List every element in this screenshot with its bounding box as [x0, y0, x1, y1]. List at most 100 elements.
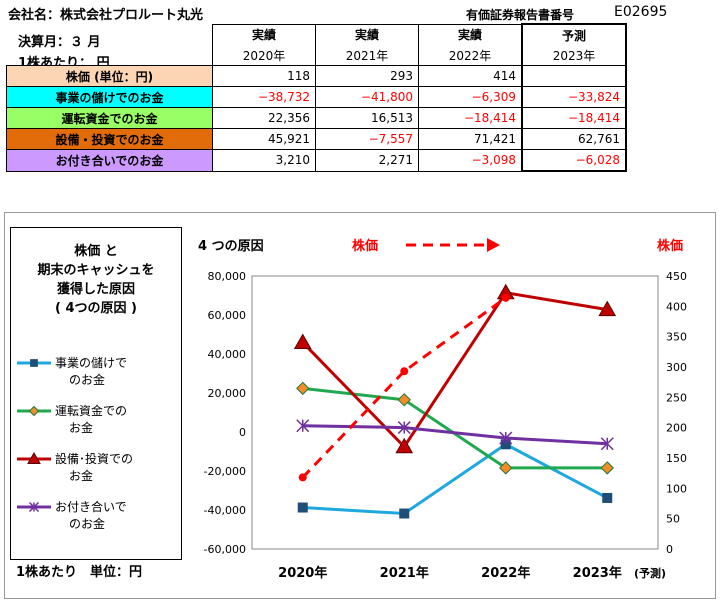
status-2021: 実績 [315, 23, 419, 45]
table-row: 事業の儲けでのお金 −38,732 −41,800 −6,309 −33,824 [6, 86, 627, 108]
chart-title: 4 つの原因 [198, 239, 264, 254]
series-line [301, 291, 608, 450]
legend-title: 株価 と 期末のキャッシュを 獲得した原因 ( 4つの原因 ) [11, 242, 181, 318]
report-code: E02695 [614, 4, 668, 20]
y-tick-label: 20,000 [208, 387, 247, 400]
status-2020: 実績 [212, 23, 316, 45]
legend-swatch [17, 452, 51, 464]
legend-item-label: 設備･投資での [55, 452, 134, 466]
legend-item: 運転資金での お金 [17, 402, 177, 442]
company-name: 会社名：株式会社プロルート丸光 [8, 8, 204, 23]
legend-item-label: 事業の儲けで [55, 356, 128, 370]
legend-swatch [17, 405, 51, 417]
table-row: 設備・投資でのお金 45,921 −7,557 71,421 62,761 [6, 128, 627, 150]
year-2023: 2023年 [521, 45, 627, 66]
table-header-year-row: 2020年 2021年 2022年 2023年 [7, 45, 627, 66]
data-point [501, 293, 510, 302]
data-point [499, 431, 513, 445]
y-tick-label: -40,000 [204, 504, 246, 517]
table-cell: 118 [212, 65, 316, 87]
cashflow-table: 実績 実績 実績 予測 2020年 2021年 2022年 2023年 株価 (… [6, 23, 627, 172]
unit-note: 1株あたり 単位：円 [16, 565, 143, 580]
row-label: お付き合いでのお金 [6, 149, 213, 172]
y2-tick-label: 400 [666, 300, 687, 313]
table-cell: 62,761 [521, 128, 627, 150]
legend-title-line: 株価 と [74, 244, 118, 259]
legend-item-label: お金 [69, 469, 94, 483]
fiscal-month: 決算月：３ 月 [18, 35, 101, 50]
y-tick-label: 80,000 [208, 270, 247, 283]
table-cell: 2,271 [315, 149, 419, 172]
data-point [293, 333, 312, 349]
data-point [395, 437, 414, 454]
y2-tick-label: 0 [666, 543, 673, 556]
data-point [397, 393, 411, 407]
y-tick-label: 40,000 [208, 348, 247, 361]
forecast-note: (予測) [634, 566, 666, 580]
y2-tick-label: 450 [666, 270, 687, 283]
table-cell: 22,356 [212, 107, 316, 129]
series-line [301, 296, 507, 479]
legend-item-label: のお金 [69, 517, 106, 531]
data-point [296, 419, 310, 433]
legend-swatch [17, 359, 51, 367]
data-point [598, 300, 617, 317]
data-point [400, 367, 409, 376]
table-cell: −7,557 [315, 128, 419, 150]
year-2021: 2021年 [315, 45, 419, 66]
legend-title-line: ( 4つの原因 ) [55, 301, 137, 316]
table-cell: −6,309 [418, 86, 523, 108]
data-point [499, 461, 513, 475]
y2-tick-label: 100 [666, 482, 687, 495]
x-tick-label: 2022年 [481, 565, 530, 581]
table-header-status-row: 実績 実績 実績 予測 [7, 23, 627, 45]
plot-area [251, 275, 659, 550]
data-point [602, 492, 613, 503]
data-point [399, 508, 410, 519]
y2-tick-label: 350 [666, 331, 687, 344]
row-label: 事業の儲けでのお金 [6, 86, 213, 108]
table-row: 株価 (単位：円) 118 293 414 [6, 65, 627, 87]
data-point [297, 502, 308, 513]
legend-title-line: 獲得した原因 [56, 282, 135, 297]
chart-frame [4, 212, 716, 599]
legend-box: 株価 と 期末のキャッシュを 獲得した原因 ( 4つの原因 ) 事業の儲けで のお… [10, 227, 182, 560]
row-label: 運転資金でのお金 [6, 107, 213, 129]
row-label: 設備・投資でのお金 [6, 128, 213, 150]
data-point [600, 437, 614, 451]
x-tick-label: 2021年 [380, 565, 429, 581]
data-point [298, 473, 307, 482]
table-row: お付き合いでのお金 3,210 2,271 −3,098 −6,028 [6, 149, 627, 172]
y-tick-label: 0 [239, 426, 246, 439]
y-tick-label: -20,000 [204, 465, 246, 478]
data-point [397, 421, 411, 435]
series-line [302, 442, 608, 516]
legend-item: 事業の儲けで のお金 [17, 354, 177, 394]
year-2020: 2020年 [212, 45, 316, 66]
y2-tick-label: 150 [666, 452, 687, 465]
year-2022: 2022年 [418, 45, 523, 66]
table-cell: 3,210 [212, 149, 316, 172]
series-line [302, 424, 608, 446]
y-tick-label: 60,000 [208, 309, 247, 322]
legend-item-label: お付き合いで [55, 500, 127, 514]
legend-item: お付き合いでのお金 [17, 498, 177, 538]
y2-tick-label: 250 [666, 391, 687, 404]
y2-tick-label: 50 [666, 513, 680, 526]
table-cell: 16,513 [315, 107, 419, 129]
right-axis-label: 株価 [657, 238, 683, 254]
legend-item-label: 運転資金での [55, 404, 128, 418]
data-point [296, 381, 310, 396]
y2-tick-label: 200 [666, 422, 687, 435]
table-row: 運転資金でのお金 22,356 16,513 −18,414 −18,414 [6, 107, 627, 129]
table-cell: 45,921 [212, 128, 316, 150]
stock-price-label: 株価 [352, 238, 378, 254]
y-tick-label: -60,000 [204, 543, 246, 556]
x-tick-label: 2020年 [278, 565, 327, 581]
legend-item: 設備･投資でのお金 [17, 450, 177, 490]
row-label: 株価 (単位：円) [6, 65, 213, 87]
data-point [600, 461, 614, 475]
table-cell: −3,098 [418, 149, 523, 172]
stock-arrow-head [487, 238, 500, 252]
